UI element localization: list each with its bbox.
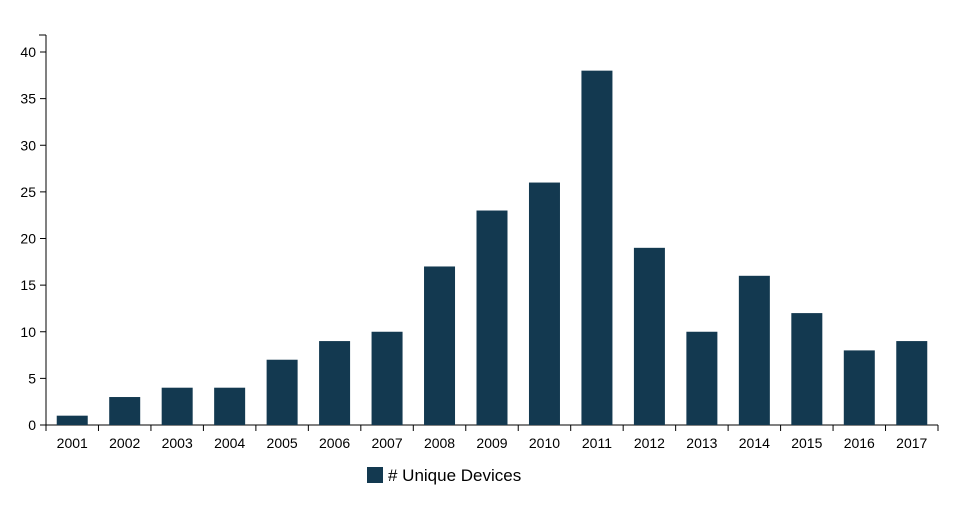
bar-2014[interactable] [738, 275, 770, 425]
y-tick-label: 25 [20, 184, 36, 200]
x-tick-label: 2010 [529, 435, 560, 451]
y-tick-label: 5 [28, 370, 36, 386]
bar-2017[interactable] [896, 341, 928, 425]
legend-label: # Unique Devices [388, 466, 521, 485]
y-tick-label: 35 [20, 91, 36, 107]
bar-2008[interactable] [424, 266, 456, 425]
x-axis: 2001 2002 2003 2004 2005 2006 2007 2008 2009 2010… [45, 424, 939, 451]
legend[interactable]: # Unique Devices [367, 466, 521, 485]
bar-2016[interactable] [843, 350, 875, 425]
y-tick-label: 30 [20, 137, 36, 153]
bar-2013[interactable] [686, 331, 718, 425]
x-tick-label: 2016 [844, 435, 875, 451]
x-tick-label: 2009 [476, 435, 507, 451]
x-tick-label: 2011 [582, 435, 612, 451]
x-tick-label: 2008 [424, 435, 455, 451]
x-tick-label: 2002 [109, 435, 140, 451]
x-tick-label: 2014 [739, 435, 770, 451]
y-tick-label: 40 [20, 44, 36, 60]
bar-2007[interactable] [371, 331, 403, 425]
x-tick-label: 2006 [319, 435, 350, 451]
bar-2011[interactable] [581, 70, 613, 426]
bar-2009[interactable] [476, 210, 508, 425]
bar-2002[interactable] [109, 397, 141, 425]
bar-2005[interactable] [266, 359, 298, 425]
x-tick-label: 2003 [162, 435, 193, 451]
y-tick-label: 15 [20, 277, 36, 293]
y-tick-label: 0 [28, 417, 36, 433]
x-tick-label: 2013 [686, 435, 717, 451]
legend-swatch [367, 467, 383, 483]
y-tick-label: 10 [20, 324, 36, 340]
bar-2001[interactable] [56, 415, 88, 425]
x-tick-label: 2017 [896, 435, 927, 451]
y-axis: 0 5 10 15 20 25 30 35 40 [20, 34, 47, 433]
y-tick-label: 20 [20, 231, 36, 247]
bar-2012[interactable] [633, 247, 665, 425]
bar-2006[interactable] [319, 341, 351, 425]
x-tick-label: 2001 [57, 435, 88, 451]
bar-2004[interactable] [214, 387, 246, 425]
bar-2010[interactable] [528, 182, 560, 425]
x-tick-label: 2005 [267, 435, 298, 451]
x-tick-label: 2015 [791, 435, 822, 451]
x-tick-label: 2012 [634, 435, 665, 451]
x-tick-label: 2007 [371, 435, 402, 451]
bars-group [56, 70, 928, 426]
bar-2003[interactable] [161, 387, 193, 425]
bar-2015[interactable] [791, 313, 823, 425]
x-tick-label: 2004 [214, 435, 245, 451]
